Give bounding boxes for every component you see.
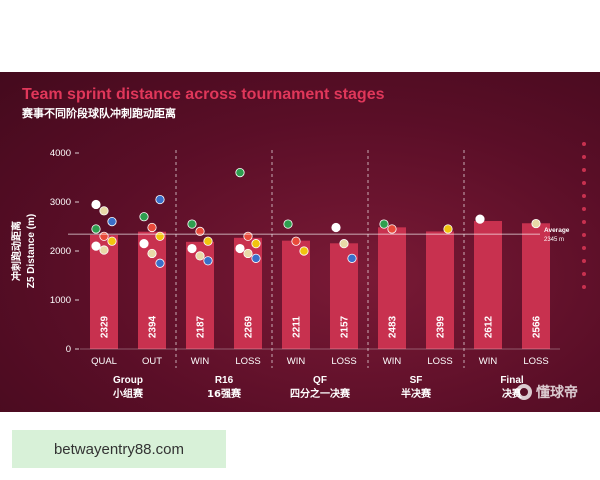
bar-4 <box>282 240 310 349</box>
bar-value-label: 2399 <box>436 315 447 338</box>
team-flag-point <box>155 258 165 268</box>
group-label: SF <box>410 375 423 386</box>
bar-value-label: 2566 <box>532 315 543 338</box>
team-flag-point <box>91 241 101 251</box>
bar-chart: 冲刺跑动距离 Z5 Distance (m) 0 1000 2000 3000 4000 23… <box>10 148 570 400</box>
decorative-dots <box>582 142 586 289</box>
team-flag-point <box>299 246 309 256</box>
bar-6 <box>378 227 406 349</box>
team-flag-point <box>155 231 165 241</box>
team-flag-point <box>339 239 349 249</box>
team-flag-point <box>187 219 197 229</box>
x-tick-label: LOSS <box>331 356 356 367</box>
team-flag-point <box>475 214 485 224</box>
bar-value-label: 2211 <box>292 316 303 338</box>
y-tick-label: 2000 <box>50 246 71 257</box>
ad-link-text[interactable]: betwayentry88.com <box>53 440 185 458</box>
bar-value-label: 2394 <box>148 315 159 338</box>
team-flag-point <box>347 253 357 263</box>
average-value-label: 2345 m <box>544 237 564 243</box>
team-flag-point <box>235 168 245 178</box>
watermark-logo: 懂球帝 <box>516 382 578 402</box>
team-flag-point <box>283 219 293 229</box>
average-label: Average <box>544 227 570 234</box>
bar-value-label: 2329 <box>100 315 111 338</box>
chart-subtitle: 赛事不同阶段球队冲刺跑动距离 <box>22 107 176 120</box>
x-tick-label: QUAL <box>91 356 117 367</box>
team-flag-point <box>195 226 205 236</box>
team-flag-point <box>203 256 213 266</box>
bar-9 <box>522 223 550 349</box>
x-tick-label: WIN <box>383 356 402 367</box>
team-flag-point <box>147 248 157 259</box>
group-label-cn: 16强赛 <box>207 387 242 400</box>
x-tick-label: WIN <box>287 356 306 367</box>
team-flag-point <box>155 194 165 205</box>
team-flag-point <box>91 199 101 210</box>
bar-8 <box>474 221 502 349</box>
team-flag-point <box>147 222 157 233</box>
team-flag-point <box>107 236 117 246</box>
y-tick-label: 1000 <box>50 295 71 306</box>
team-flag-point <box>243 231 253 241</box>
x-tick-label: LOSS <box>427 356 452 367</box>
y-tick-label: 4000 <box>50 148 71 159</box>
bar-7 <box>426 231 454 349</box>
x-tick-label: LOSS <box>235 356 260 367</box>
group-label-cn: 四分之一决赛 <box>290 387 351 400</box>
team-flag-point <box>139 239 149 249</box>
team-flag-point <box>99 231 109 241</box>
team-flag-point <box>291 236 301 246</box>
x-tick-label: OUT <box>142 356 162 367</box>
group-label: Final <box>500 375 524 386</box>
team-flag-point <box>203 236 213 246</box>
team-flag-point <box>187 243 197 254</box>
team-flag-point <box>139 212 149 222</box>
team-flag-point <box>443 224 453 234</box>
group-label: QF <box>313 375 327 386</box>
bar-value-label: 2157 <box>340 315 351 338</box>
team-flag-point <box>235 243 245 254</box>
chart-panel: Team sprint distance across tournament s… <box>0 72 600 412</box>
team-flag-point <box>379 219 389 229</box>
team-flag-point <box>531 218 541 229</box>
team-flag-point <box>91 224 101 234</box>
y-axis-label-cn: 冲刺跑动距离 <box>10 221 23 281</box>
team-flag-point <box>331 222 341 233</box>
y-tick-label: 0 <box>66 344 71 355</box>
team-flag-point <box>251 253 261 263</box>
team-flag-point <box>243 248 253 259</box>
ball-icon <box>516 384 532 400</box>
team-flag-point <box>99 206 109 216</box>
watermark-text: 懂球帝 <box>536 385 578 401</box>
x-tick-label: WIN <box>479 356 498 367</box>
ad-banner[interactable]: betwayentry88.com <box>12 430 226 468</box>
bar-value-label: 2483 <box>388 315 399 338</box>
group-label: R16 <box>215 375 234 386</box>
x-tick-label: WIN <box>191 356 210 367</box>
group-label-cn: 半决赛 <box>401 387 432 400</box>
bar-value-label: 2187 <box>196 315 207 338</box>
team-flag-point <box>195 251 205 261</box>
group-label-cn: 小组赛 <box>112 387 144 400</box>
team-flag-point <box>251 239 261 249</box>
group-label: Group <box>113 375 143 386</box>
team-flag-point <box>107 217 117 227</box>
y-axis-label: Z5 Distance (m) <box>26 214 37 288</box>
bar-value-label: 2612 <box>484 315 495 338</box>
bar-value-label: 2269 <box>244 315 255 338</box>
x-tick-label: LOSS <box>523 356 548 367</box>
chart-title: Team sprint distance across tournament s… <box>22 86 385 103</box>
team-flag-point <box>387 224 397 234</box>
team-flag-point <box>99 245 109 255</box>
y-tick-label: 3000 <box>50 197 71 208</box>
